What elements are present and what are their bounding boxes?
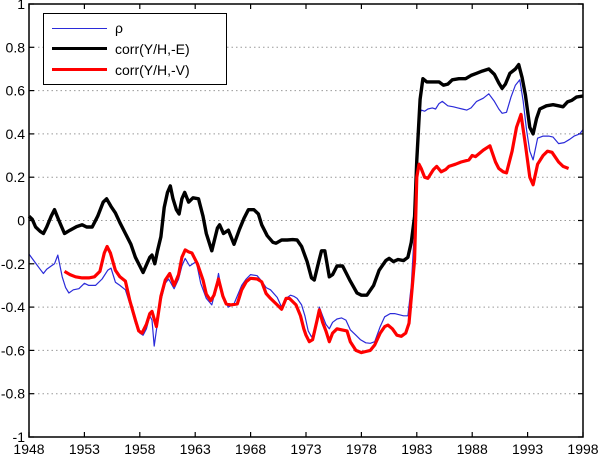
x-tick-label: 1993: [512, 441, 543, 457]
series-line-rho: [28, 79, 584, 347]
corr-v-line-sample: [52, 68, 107, 72]
x-tick-label: 1948: [13, 441, 44, 457]
y-tick-label: -0.4: [1, 299, 25, 315]
x-tick-label: 1953: [69, 441, 100, 457]
y-tick-label: -0.8: [1, 386, 25, 402]
legend-label-corr-e: corr(Y/H,-E): [115, 40, 190, 57]
y-tick-label: 0: [17, 213, 25, 229]
x-tick-label: 1988: [457, 441, 488, 457]
y-tick-label: -0.6: [1, 342, 25, 358]
corr-e-line-sample: [52, 47, 107, 51]
legend-label-rho: ρ: [115, 20, 123, 37]
y-tick-label: 0.8: [6, 39, 26, 55]
y-tick-label: -0.2: [1, 256, 25, 272]
plot-box: [28, 3, 584, 438]
y-tick-label: 1: [17, 0, 25, 12]
legend-item-rho: ρ: [44, 18, 226, 38]
x-tick-label: 1998: [567, 441, 598, 457]
x-tick-label: 1958: [124, 441, 155, 457]
y-tick-label: 0.2: [6, 169, 26, 185]
x-tick-label: 1983: [401, 441, 432, 457]
x-tick-label: 1978: [346, 441, 377, 457]
legend-item-corr-v: corr(Y/H,-V): [44, 60, 226, 80]
legend: ρ corr(Y/H,-E) corr(Y/H,-V): [43, 13, 227, 85]
x-tick-label: 1963: [180, 441, 211, 457]
y-tick-label: 0.4: [6, 126, 26, 142]
y-tick-label: -1: [13, 429, 26, 445]
series-line-corr_YH_negE: [27, 62, 584, 297]
series-line-corr_YH_negV: [63, 112, 570, 355]
legend-item-corr-e: corr(Y/H,-E): [44, 39, 226, 59]
legend-label-corr-v: corr(Y/H,-V): [115, 61, 190, 78]
rho-line-sample: [52, 27, 107, 29]
x-tick-label: 1973: [290, 441, 321, 457]
y-tick-label: 0.6: [6, 83, 26, 99]
x-tick-label: 1968: [235, 441, 266, 457]
